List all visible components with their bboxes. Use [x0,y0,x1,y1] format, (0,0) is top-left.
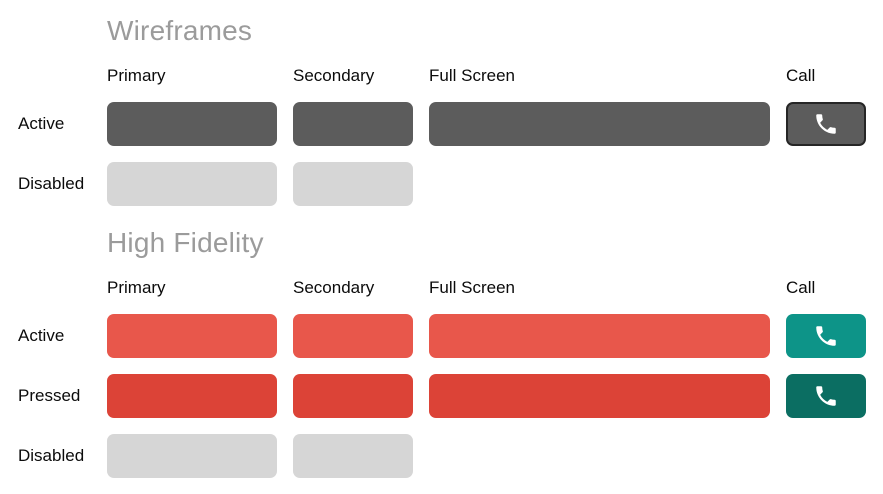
wireframes-active-row: Active [0,102,883,146]
column-header-call: Call [786,66,816,85]
hifi-active-row: Active [0,314,883,358]
section-title-wireframes: Wireframes [107,15,253,46]
wireframes-column-headers: Primary Secondary Full Screen Call [0,66,883,86]
phone-icon [813,383,839,409]
section-title-high-fidelity: High Fidelity [107,227,264,258]
wireframe-active-primary-button[interactable] [107,102,277,146]
phone-icon [813,111,839,137]
hifi-active-fullscreen-button[interactable] [429,314,770,358]
hifi-column-headers: Primary Secondary Full Screen Call [0,278,883,298]
spacer [429,456,770,457]
hifi-active-call-button[interactable] [786,314,866,358]
column-header-secondary: Secondary [293,66,375,85]
wireframe-disabled-secondary-button[interactable] [293,162,413,206]
row-label-disabled: Disabled [18,174,85,193]
column-header-fullscreen: Full Screen [429,278,515,297]
spacer [429,184,770,185]
wireframes-disabled-row: Disabled [0,162,883,206]
row-label-active: Active [18,326,65,345]
wireframe-active-call-button[interactable] [786,102,866,146]
hifi-active-secondary-button[interactable] [293,314,413,358]
wireframe-active-secondary-button[interactable] [293,102,413,146]
row-label-disabled: Disabled [18,446,85,465]
column-header-primary: Primary [107,278,166,297]
phone-icon [813,323,839,349]
row-label-active: Active [18,114,65,133]
wireframes-section: Wireframes Primary Secondary Full Screen… [0,14,883,206]
high-fidelity-section: High Fidelity Primary Secondary Full Scr… [0,226,883,478]
spacer [0,288,91,289]
hifi-pressed-row: Pressed [0,374,883,418]
hifi-pressed-call-button[interactable] [786,374,866,418]
hifi-disabled-secondary-button[interactable] [293,434,413,478]
hifi-pressed-secondary-button[interactable] [293,374,413,418]
hifi-disabled-primary-button[interactable] [107,434,277,478]
design-spec-page: Wireframes Primary Secondary Full Screen… [0,14,883,478]
column-header-secondary: Secondary [293,278,375,297]
spacer [0,76,91,77]
hifi-disabled-row: Disabled [0,434,883,478]
column-header-call: Call [786,278,816,297]
spacer [786,184,866,185]
hifi-active-primary-button[interactable] [107,314,277,358]
hifi-pressed-primary-button[interactable] [107,374,277,418]
column-header-primary: Primary [107,66,166,85]
wireframe-disabled-primary-button[interactable] [107,162,277,206]
wireframe-active-fullscreen-button[interactable] [429,102,770,146]
spacer [786,456,866,457]
hifi-pressed-fullscreen-button[interactable] [429,374,770,418]
column-header-fullscreen: Full Screen [429,66,515,85]
row-label-pressed: Pressed [18,386,81,405]
